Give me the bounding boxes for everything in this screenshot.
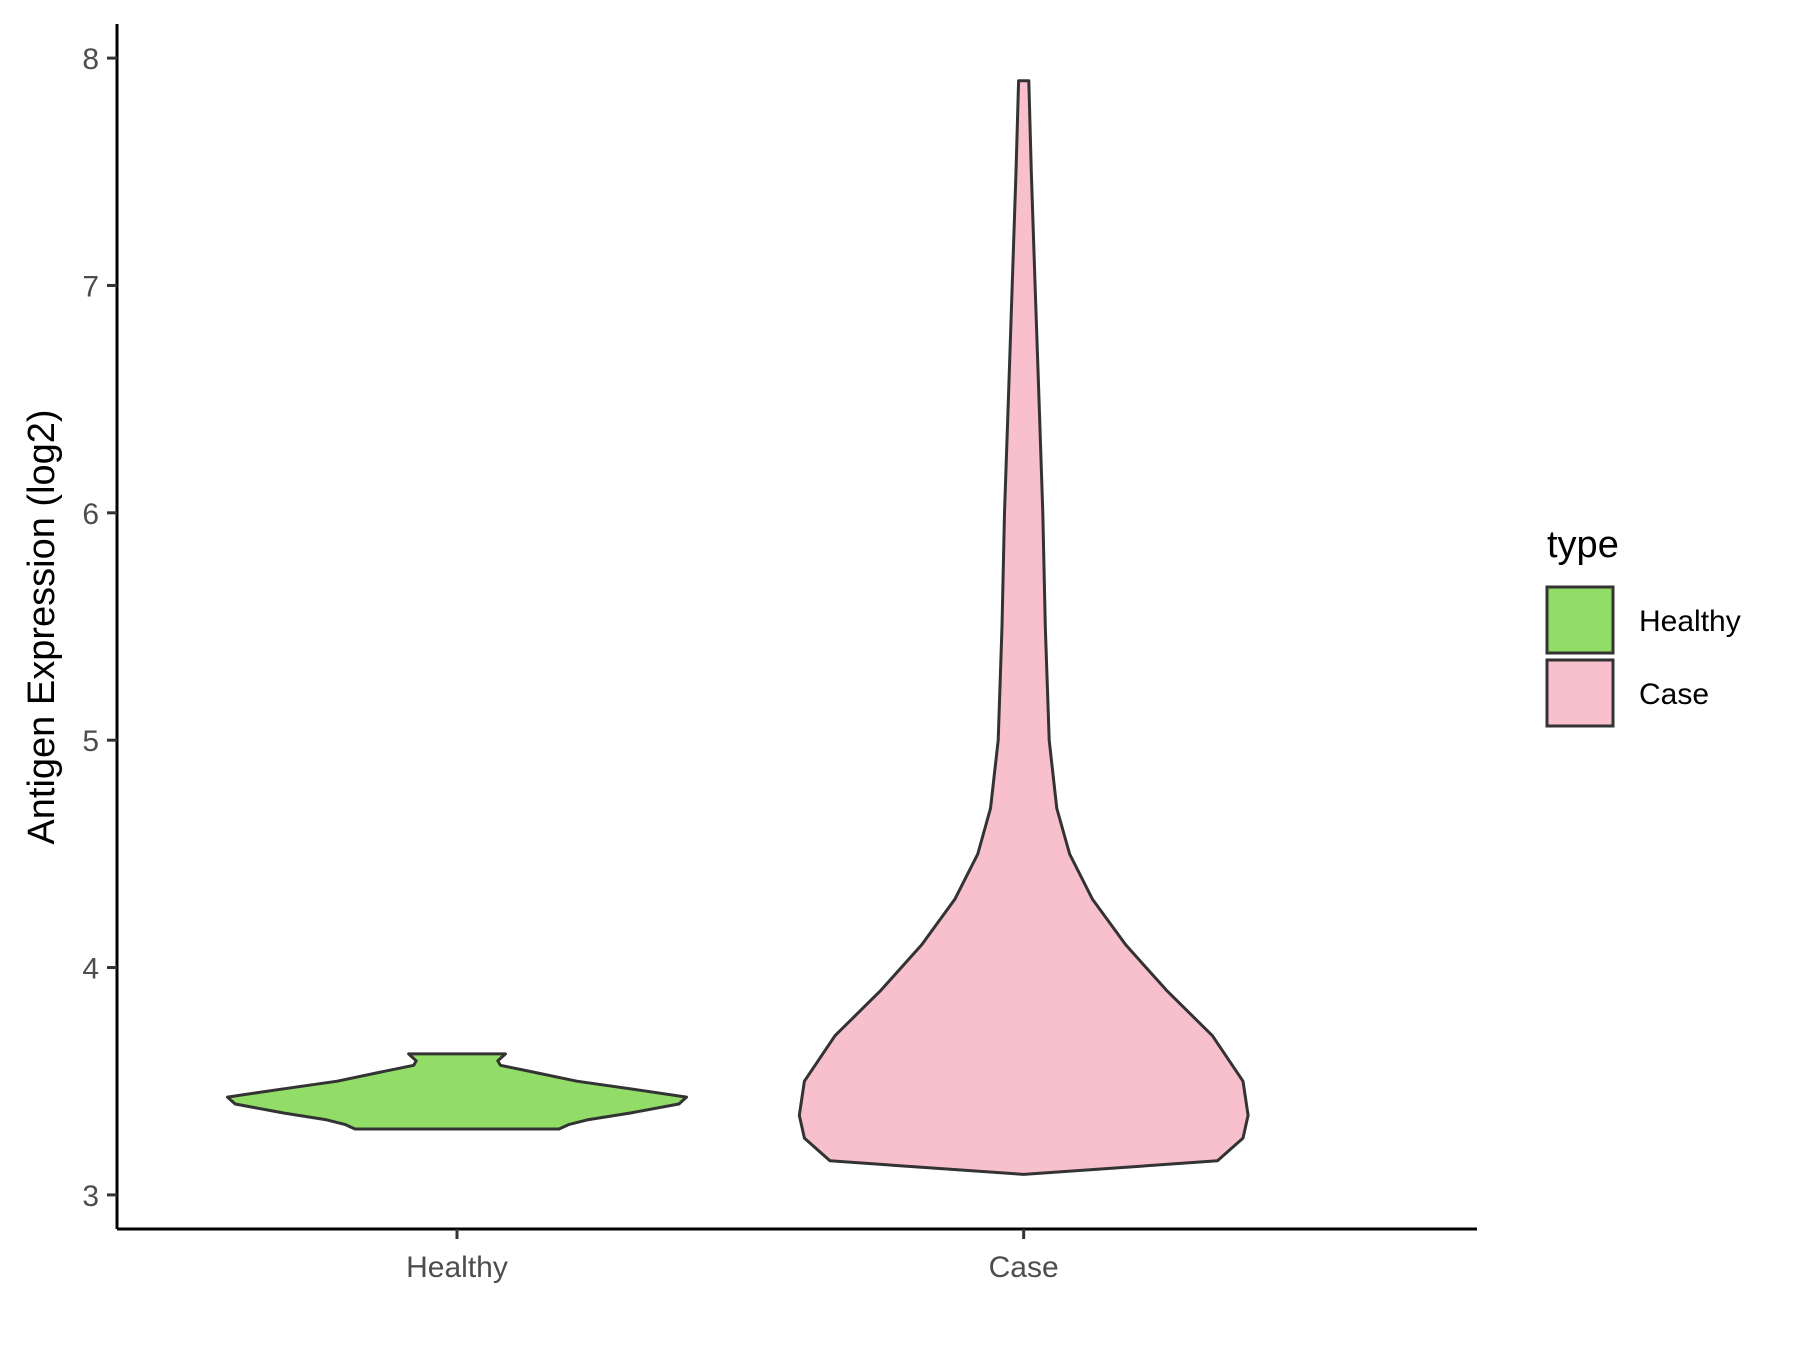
legend-label-case: Case — [1639, 678, 1709, 711]
x-ticks: Healthy Case — [406, 1229, 1059, 1284]
y-ticks: 3 4 5 6 7 8 — [82, 43, 117, 1213]
legend-swatch-case — [1545, 658, 1615, 728]
violin-healthy — [226, 1052, 688, 1131]
legend-items: Healthy Case — [1545, 585, 1741, 728]
violin-layer — [226, 79, 1250, 1176]
y-tick-label: 5 — [82, 725, 99, 758]
legend-label-healthy: Healthy — [1639, 605, 1741, 638]
legend-title: type — [1547, 524, 1619, 566]
y-axis-title: Antigen Expression (log2) — [21, 409, 63, 844]
y-tick-label: 7 — [82, 270, 99, 303]
y-tick-label: 4 — [82, 953, 99, 986]
y-tick-label: 8 — [82, 43, 99, 76]
y-tick-label: 6 — [82, 498, 99, 531]
legend-swatch-healthy — [1545, 585, 1615, 655]
y-tick-label: 3 — [82, 1180, 99, 1213]
violin-case — [797, 79, 1250, 1176]
legend: type Healthy Case — [1545, 524, 1741, 728]
x-tick-label: Healthy — [406, 1251, 508, 1284]
x-tick-label: Case — [989, 1251, 1059, 1284]
